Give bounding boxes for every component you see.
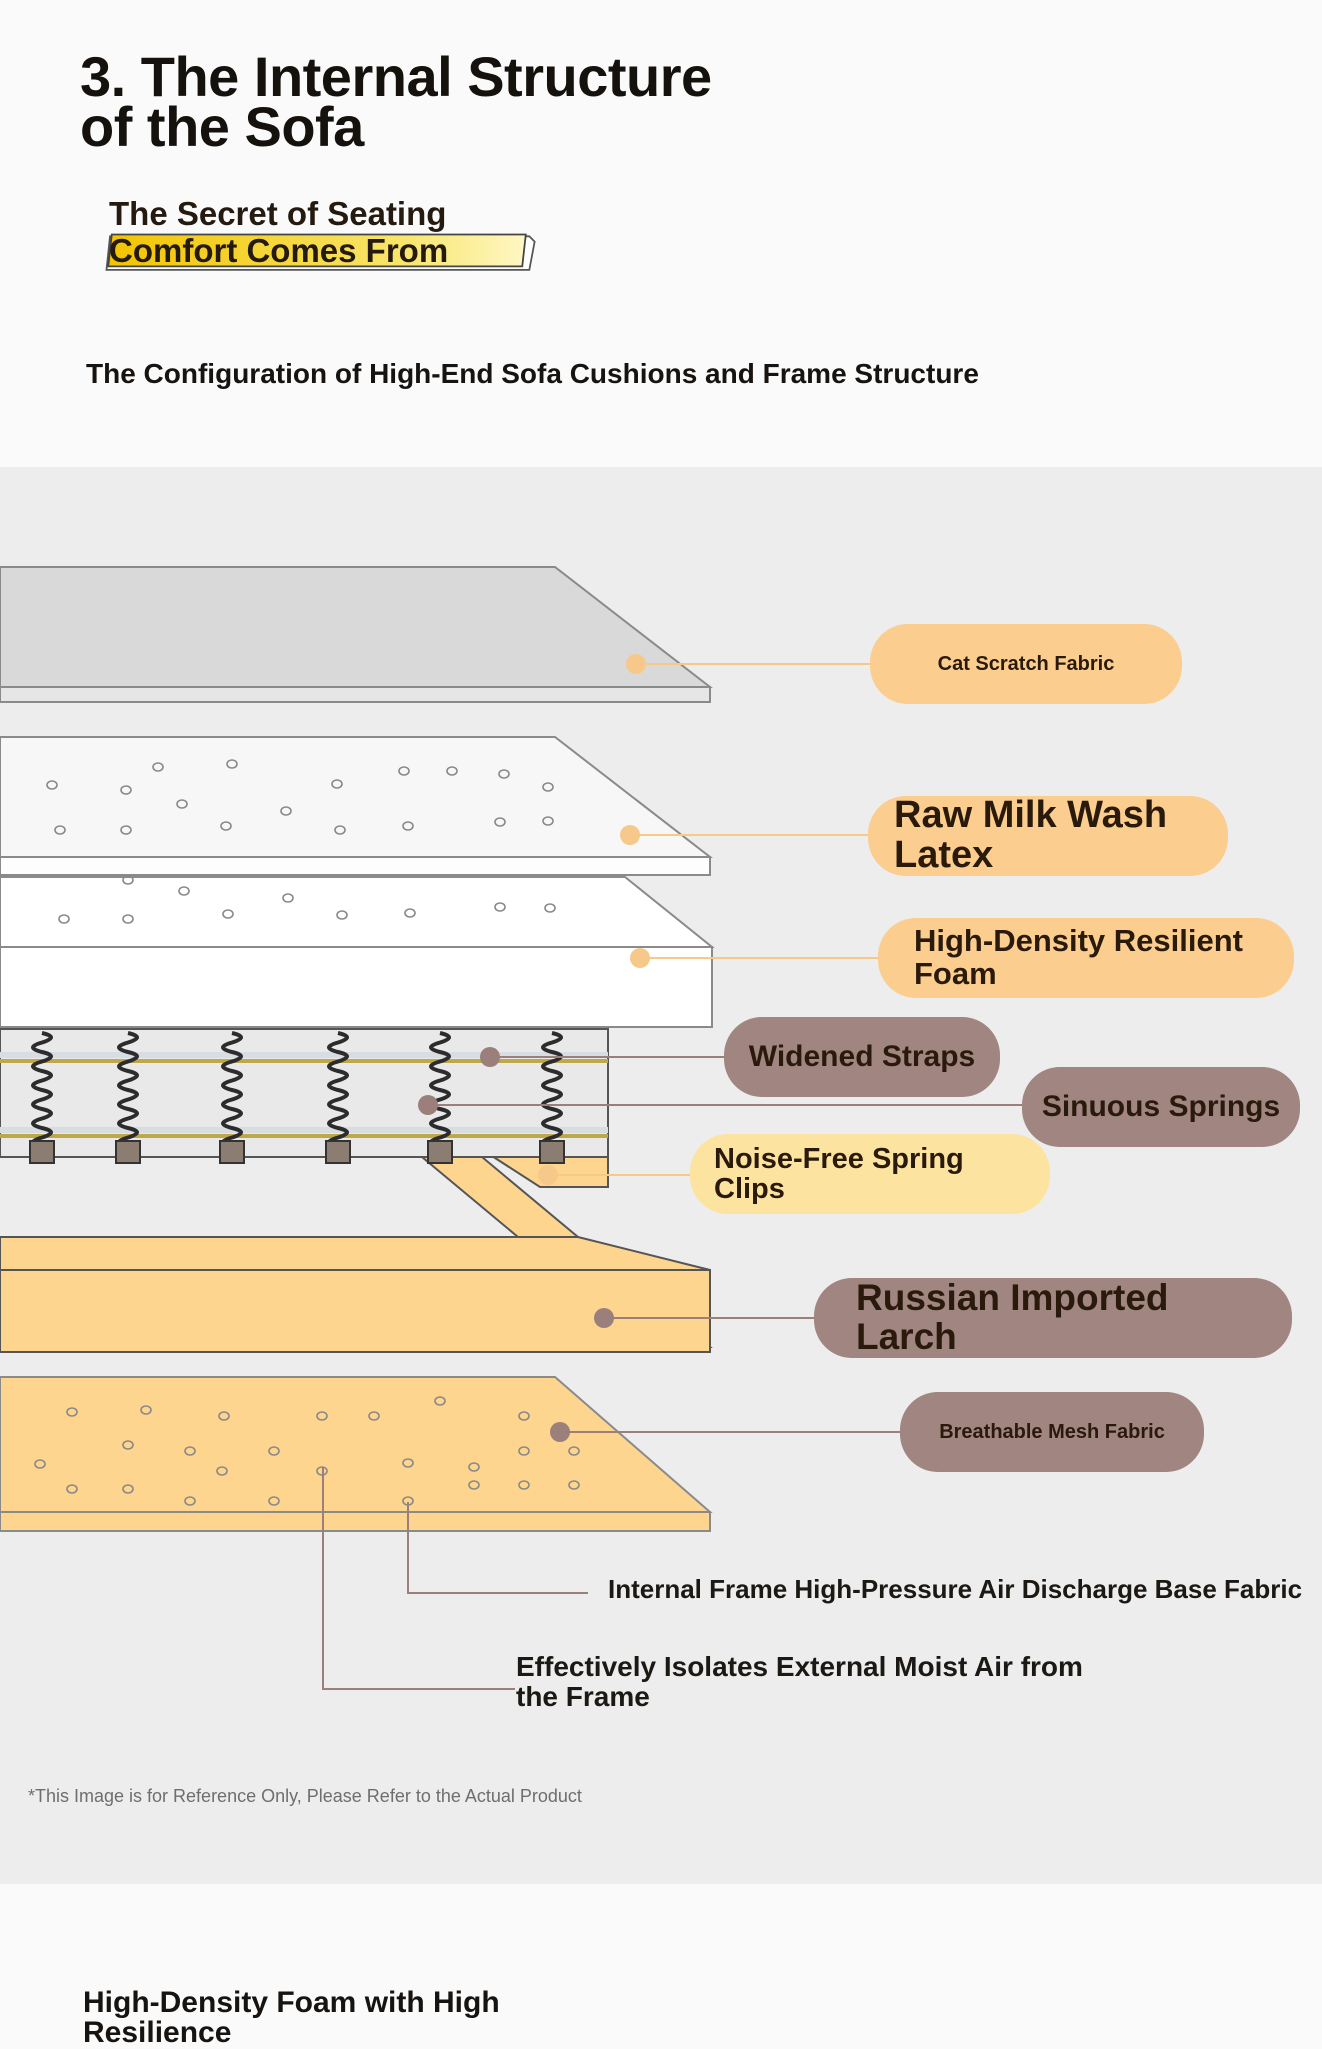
texture-dot — [222, 909, 234, 919]
larch-frame — [0, 1146, 713, 1353]
texture-dot — [334, 825, 346, 835]
callout-moisture-isolation: Effectively Isolates External Moist Air … — [516, 1651, 1083, 1712]
texture-dot — [58, 914, 70, 924]
texture-dot — [468, 1462, 480, 1472]
texture-dot — [66, 1484, 78, 1494]
label-widened-straps: Widened Straps — [724, 1017, 1000, 1097]
texture-dot — [402, 821, 414, 831]
texture-dot — [120, 825, 132, 835]
texture-dot — [336, 910, 348, 920]
texture-dot — [216, 1466, 228, 1476]
configuration-heading: The Configuration of High-End Sofa Cushi… — [86, 358, 979, 389]
label-text: Breathable Mesh Fabric — [939, 1420, 1165, 1443]
yellow-highlight-bar — [105, 233, 536, 271]
spring-clip — [427, 1140, 453, 1164]
texture-dot — [368, 1411, 380, 1421]
spring-coil — [117, 1031, 139, 1149]
spring-clip — [539, 1140, 565, 1164]
label-cat-scratch-fabric: Cat Scratch Fabric — [870, 624, 1182, 704]
anchor-dots — [418, 654, 650, 1442]
texture-dot — [120, 785, 132, 795]
page-title: 3. The Internal Structure of the Sofa — [80, 45, 712, 158]
sofa-structure-diagram — [0, 566, 1022, 1690]
spring-coil — [541, 1031, 563, 1149]
latex-layer — [0, 736, 713, 876]
texture-dot — [140, 1405, 152, 1415]
texture-dot — [331, 779, 343, 789]
texture-dot — [404, 908, 416, 918]
spring-coil — [327, 1031, 349, 1149]
texture-dot — [518, 1446, 530, 1456]
spring-frame — [0, 1028, 609, 1164]
label-noise-free-spring-clips: Noise-Free Spring Clips — [690, 1134, 1050, 1214]
mesh-fabric-layer — [0, 1376, 713, 1532]
texture-dot — [184, 1446, 196, 1456]
texture-dot — [542, 782, 554, 792]
leader-lines — [322, 663, 1022, 1690]
texture-dot — [268, 1496, 280, 1506]
label-raw-milk-wash-latex: Raw Milk Wash Latex — [868, 794, 1228, 876]
texture-dot — [568, 1480, 580, 1490]
callout-base-fabric: Internal Frame High-Pressure Air Dischar… — [608, 1574, 1303, 1604]
section-heading-foam: High-Density Foam with High Resilience — [83, 1986, 500, 2049]
label-text: Sinuous Springs — [1041, 1090, 1281, 1124]
texture-dot — [518, 1480, 530, 1490]
texture-dot — [46, 780, 58, 790]
texture-dot — [280, 806, 292, 816]
label-text: High-Density Resilient Foam — [914, 923, 1243, 991]
texture-dot — [446, 766, 458, 776]
spring-clip — [115, 1140, 141, 1164]
texture-dot — [402, 1458, 414, 1468]
label-text: Raw Milk Wash Latex — [894, 794, 1168, 876]
texture-dot — [178, 886, 190, 896]
texture-dot — [122, 1484, 134, 1494]
subtitle: The Secret of Seating Comfort Comes From — [109, 195, 449, 269]
subtitle-banner: The Secret of Seating Comfort Comes From — [82, 195, 567, 285]
spring-clip — [219, 1140, 245, 1164]
label-russian-imported-larch: Russian Imported Larch — [814, 1278, 1292, 1358]
label-text: Noise-Free Spring Clips — [714, 1142, 964, 1205]
texture-dot — [494, 902, 506, 912]
texture-dot — [544, 903, 556, 913]
texture-dot — [122, 914, 134, 924]
texture-dot — [468, 1480, 480, 1490]
texture-dot — [122, 1440, 134, 1450]
texture-dot — [568, 1446, 580, 1456]
texture-dot — [66, 1407, 78, 1417]
disclaimer-note: *This Image is for Reference Only, Pleas… — [28, 1786, 582, 1806]
texture-dot — [218, 1411, 230, 1421]
texture-dot — [34, 1459, 46, 1469]
label-high-density-resilient-foam: High-Density Resilient Foam — [878, 918, 1294, 998]
texture-dot — [398, 766, 410, 776]
texture-dot — [226, 759, 238, 769]
spring-clip — [29, 1140, 55, 1164]
label-text: Cat Scratch Fabric — [937, 652, 1115, 675]
texture-dot — [220, 821, 232, 831]
texture-dot — [122, 875, 134, 885]
texture-dot — [54, 825, 66, 835]
texture-dot — [498, 769, 510, 779]
texture-dot — [542, 816, 554, 826]
texture-dot — [176, 799, 188, 809]
label-sinuous-springs: Sinuous Springs — [1022, 1067, 1300, 1147]
texture-dot — [152, 762, 164, 772]
texture-dot — [494, 817, 506, 827]
texture-dot — [282, 893, 294, 903]
spring-coil — [31, 1031, 53, 1149]
spring-coil — [429, 1031, 451, 1149]
texture-dot — [434, 1396, 446, 1406]
texture-dot — [518, 1411, 530, 1421]
label-text: Widened Straps — [748, 1040, 976, 1074]
texture-dot — [184, 1496, 196, 1506]
texture-dot — [268, 1446, 280, 1456]
label-breathable-mesh-fabric: Breathable Mesh Fabric — [900, 1392, 1204, 1472]
label-text: Russian Imported Larch — [856, 1277, 1169, 1357]
spring-coil — [221, 1031, 243, 1149]
cat-scratch-fabric-layer — [0, 566, 713, 703]
foam-layer — [0, 875, 715, 1028]
texture-dot — [316, 1411, 328, 1421]
spring-clip — [325, 1140, 351, 1164]
